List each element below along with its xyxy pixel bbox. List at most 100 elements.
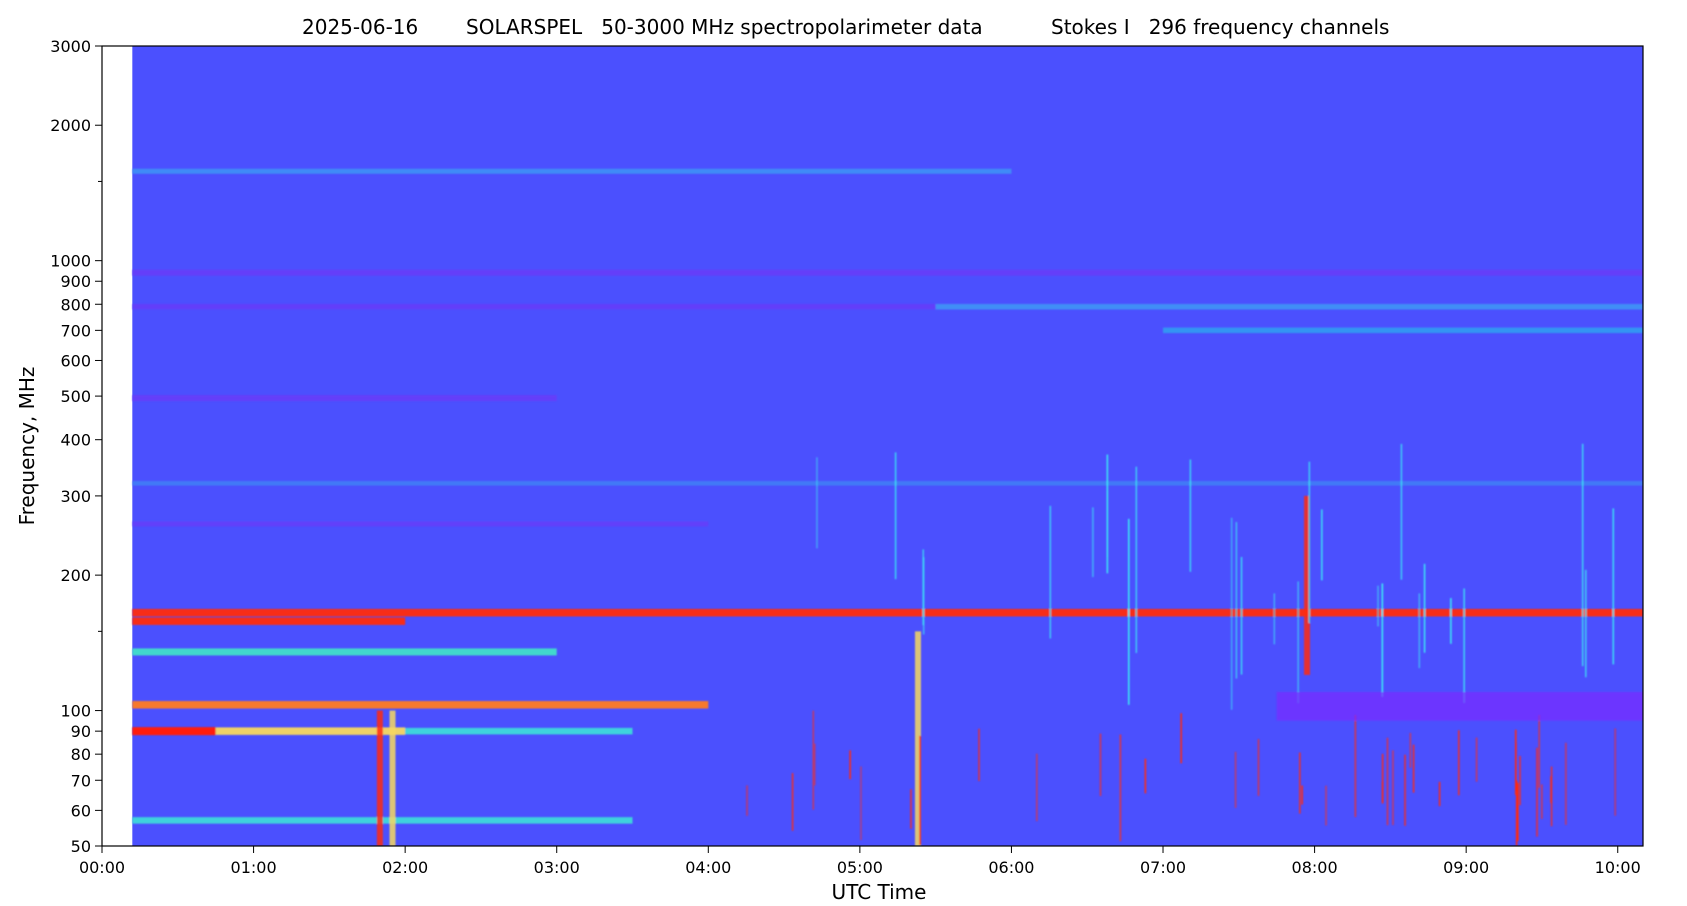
burst-activity-21 <box>816 443 1615 710</box>
activity-stripe <box>1585 569 1587 678</box>
y-tick-label-900: 900 <box>60 272 91 291</box>
activity-stripe <box>1581 443 1584 667</box>
activity-stripe <box>1475 737 1478 782</box>
spectral-band-3 <box>1163 327 1643 334</box>
y-tick-label-700: 700 <box>60 321 91 340</box>
y-tick-label-3000: 3000 <box>50 37 91 56</box>
activity-stripe <box>791 773 794 831</box>
activity-stripe <box>1119 734 1122 842</box>
spectral-band-7 <box>132 521 709 527</box>
radio-burst-16 <box>376 710 383 846</box>
spectral-band-5 <box>132 168 1012 174</box>
activity-stripe <box>813 743 816 786</box>
y-tick-label-500: 500 <box>60 387 91 406</box>
activity-stripe <box>894 452 897 580</box>
spectral-band-8 <box>132 608 1643 617</box>
activity-stripe <box>1418 593 1421 669</box>
spectral-band-9 <box>132 617 406 625</box>
activity-stripe <box>1321 509 1323 581</box>
activity-stripe <box>1458 730 1460 796</box>
activity-stripe <box>910 789 912 829</box>
activity-stripe <box>1541 784 1543 819</box>
x-tick-label: 07:00 <box>1140 858 1186 877</box>
activity-stripe <box>1423 563 1426 653</box>
activity-stripe <box>1257 739 1260 796</box>
activity-stripe <box>1273 593 1276 645</box>
x-axis-label: UTC Time <box>832 880 927 904</box>
activity-stripe <box>1538 715 1541 788</box>
activity-stripe <box>1550 766 1553 827</box>
activity-stripe <box>849 750 851 780</box>
y-tick-label-2000: 2000 <box>50 116 91 135</box>
x-tick-label: 00:00 <box>79 858 125 877</box>
activity-stripe <box>1519 755 1521 806</box>
activity-stripe <box>1515 780 1518 846</box>
x-tick-label: 03:00 <box>534 858 580 877</box>
activity-stripe <box>1614 728 1617 816</box>
spectral-band-12 <box>132 727 216 736</box>
spectral-band-14 <box>405 727 633 735</box>
activity-stripe <box>1404 754 1406 826</box>
emission-region-22 <box>1276 691 1643 721</box>
activity-stripe <box>1612 508 1615 665</box>
spectrogram-features <box>132 168 1643 846</box>
activity-stripe <box>1377 585 1379 627</box>
activity-stripe <box>1400 443 1403 580</box>
activity-stripe <box>1234 751 1237 808</box>
y-axis-label: Frequency, MHz <box>15 367 39 526</box>
chart-title: 2025-06-16 SOLARSPEL 50-3000 MHz spectro… <box>302 15 1389 39</box>
activity-stripe <box>1517 782 1519 841</box>
activity-stripe <box>1189 459 1192 572</box>
activity-stripe <box>922 549 925 626</box>
activity-stripe <box>1297 581 1299 704</box>
plot-frame <box>101 45 1644 847</box>
activity-stripe <box>919 735 921 845</box>
activity-stripe <box>1240 556 1243 675</box>
activity-stripe <box>1409 732 1412 768</box>
activity-stripe <box>1144 758 1147 794</box>
activity-stripe <box>1381 781 1384 804</box>
activity-stripe <box>1438 781 1441 807</box>
activity-stripe <box>1230 517 1233 710</box>
x-tick-label: 05:00 <box>837 858 883 877</box>
activity-stripe <box>1127 518 1130 705</box>
y-tick-label-800: 800 <box>60 295 91 314</box>
activity-stripe <box>1381 753 1384 803</box>
activity-stripe <box>1325 785 1327 826</box>
title-date: 2025-06-16 <box>302 15 418 39</box>
x-tick-label: 06:00 <box>988 858 1034 877</box>
y-tick-label-1000: 1000 <box>50 252 91 271</box>
activity-stripe <box>816 457 818 549</box>
activity-stripe <box>978 728 980 782</box>
activity-stripe <box>1049 505 1052 639</box>
spectral-band-4 <box>132 395 557 402</box>
activity-stripe <box>812 710 815 810</box>
x-tick-label: 01:00 <box>231 858 277 877</box>
activity-stripe <box>1036 753 1038 822</box>
radio-burst-17 <box>389 710 396 846</box>
x-tick-label: 08:00 <box>1292 858 1338 877</box>
activity-stripe <box>860 766 862 841</box>
spectral-band-11 <box>132 701 709 709</box>
activity-stripe <box>1386 737 1389 826</box>
activity-stripe <box>1301 785 1303 805</box>
activity-stripe <box>1135 466 1138 653</box>
activity-stripe <box>1381 583 1384 697</box>
activity-stripe <box>1515 742 1517 791</box>
activity-stripe <box>1099 733 1102 796</box>
activity-stripe <box>1180 713 1182 764</box>
activity-stripe <box>1308 461 1311 624</box>
activity-stripe <box>1450 598 1452 644</box>
y-tick-label-80: 80 <box>71 745 91 764</box>
activity-stripe <box>1536 747 1538 837</box>
activity-stripe <box>1092 507 1094 578</box>
spectral-band-1 <box>132 303 936 310</box>
y-tick-label-600: 600 <box>60 351 91 370</box>
activity-stripe <box>1392 750 1394 826</box>
spectral-band-10 <box>132 648 557 656</box>
y-tick-label-200: 200 <box>60 566 91 585</box>
activity-stripe <box>1565 742 1567 825</box>
x-tick-label: 09:00 <box>1443 858 1489 877</box>
